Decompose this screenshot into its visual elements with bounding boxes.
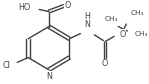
Text: O: O — [65, 2, 71, 10]
Text: CH₃: CH₃ — [135, 31, 149, 37]
Text: CH₃: CH₃ — [130, 10, 144, 16]
Text: HO: HO — [19, 3, 31, 12]
Text: Cl: Cl — [2, 61, 10, 70]
Text: H
N: H N — [84, 12, 90, 29]
Text: O: O — [102, 59, 108, 68]
Text: N: N — [46, 72, 52, 81]
Text: O: O — [119, 30, 125, 39]
Text: CH₃: CH₃ — [105, 16, 118, 22]
